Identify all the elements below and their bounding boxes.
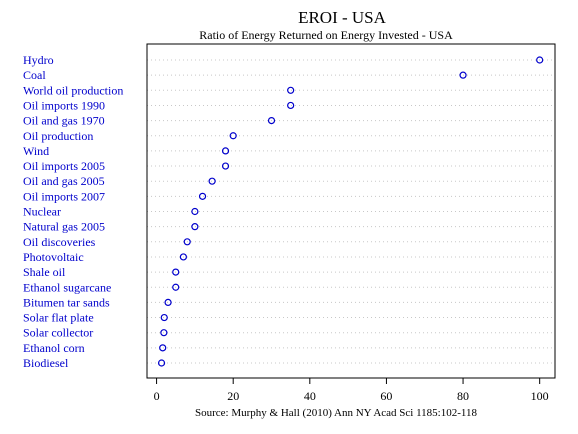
data-point xyxy=(172,268,180,276)
tick-label: 100 xyxy=(531,389,549,403)
category-label: Wind xyxy=(23,144,49,158)
tick-label: 0 xyxy=(154,389,160,403)
chart-subtitle: Ratio of Energy Returned on Energy Inves… xyxy=(199,28,453,42)
data-point xyxy=(157,359,166,367)
gridlines xyxy=(147,59,555,364)
data-point xyxy=(287,86,295,94)
data-point xyxy=(191,207,199,216)
data-point xyxy=(198,192,207,200)
data-point xyxy=(160,329,168,337)
data-point xyxy=(221,162,230,170)
data-point xyxy=(191,223,199,231)
tick-label: 80 xyxy=(457,389,469,403)
category-label: Natural gas 2005 xyxy=(23,220,105,234)
category-label: Nuclear xyxy=(23,205,61,219)
data-point xyxy=(208,177,216,185)
data-points xyxy=(157,56,544,367)
category-label: Oil and gas 1970 xyxy=(23,114,105,128)
data-point xyxy=(267,116,276,125)
data-point xyxy=(160,313,168,322)
tick-label: 60 xyxy=(380,389,392,403)
data-point xyxy=(172,283,180,291)
category-label: Oil imports 1990 xyxy=(23,98,105,112)
data-point xyxy=(159,344,167,352)
tick-label: 20 xyxy=(227,389,239,403)
plot-frame xyxy=(146,43,556,379)
data-point xyxy=(183,238,191,246)
category-label: Oil production xyxy=(23,129,93,143)
category-label: Solar collector xyxy=(23,326,93,340)
data-point xyxy=(179,253,187,261)
category-label: Ethanol corn xyxy=(23,341,85,355)
data-point xyxy=(287,101,295,110)
category-label: Ethanol sugarcane xyxy=(23,280,111,294)
data-point xyxy=(459,71,467,79)
category-label: Oil imports 2007 xyxy=(23,189,105,203)
category-label: Oil discoveries xyxy=(23,235,96,249)
category-label: Oil and gas 2005 xyxy=(23,174,105,188)
category-label: Oil imports 2005 xyxy=(23,159,105,173)
category-label: Hydro xyxy=(23,53,54,67)
category-label: Bitumen tar sands xyxy=(23,295,110,309)
category-label: World oil production xyxy=(23,83,123,97)
data-point xyxy=(229,132,237,140)
category-label: Solar flat plate xyxy=(23,311,94,325)
data-point xyxy=(221,147,230,155)
category-label: Shale oil xyxy=(23,265,66,279)
category-label: Coal xyxy=(23,68,46,82)
source-note: Source: Murphy & Hall (2010) Ann NY Acad… xyxy=(195,407,477,419)
category-label: Photovoltaic xyxy=(23,250,84,264)
tick-label: 40 xyxy=(304,389,316,403)
x-axis-ticks: 0 20 40 60 80 100 xyxy=(154,378,549,403)
data-point xyxy=(536,56,544,64)
category-label: Biodiesel xyxy=(23,356,69,370)
chart-title: EROI - USA xyxy=(298,8,387,27)
data-point xyxy=(164,298,172,306)
